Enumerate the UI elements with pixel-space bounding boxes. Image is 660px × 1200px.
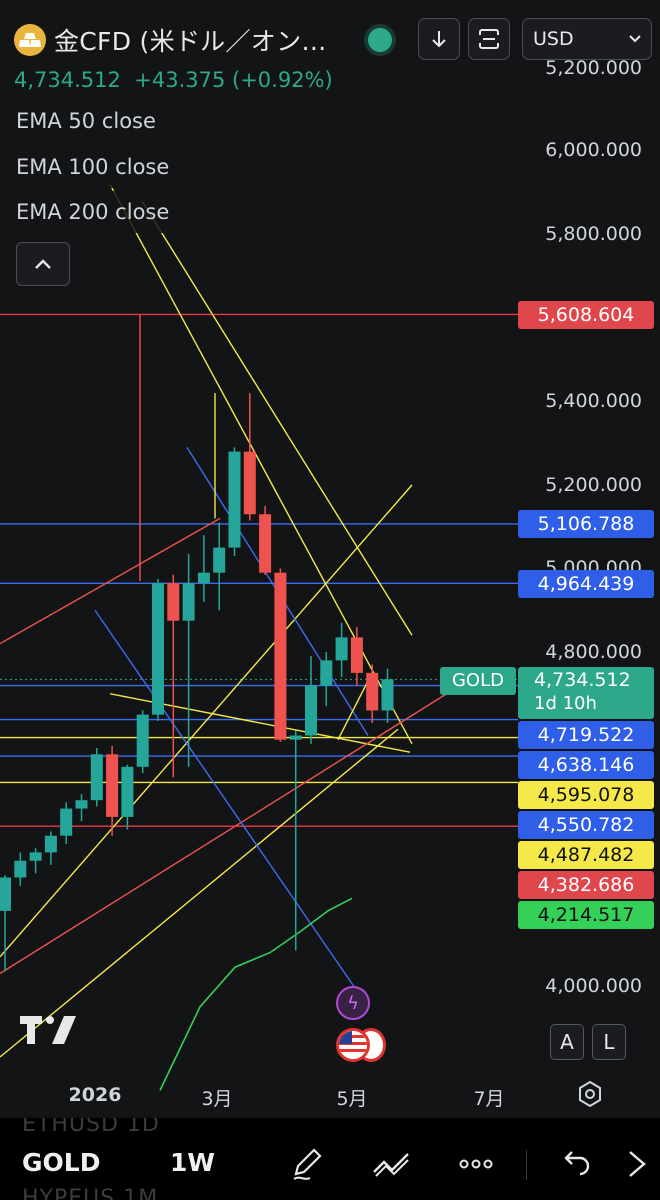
chart-area[interactable]: 金CFD (米ドル／オン… USD 4,734.512 +43.375 (+0.… [0, 0, 660, 1118]
candle-body [213, 547, 226, 573]
legend-ema-100[interactable]: EMA 100 close [0, 146, 186, 188]
candle-body [197, 572, 210, 584]
candle-body [29, 852, 42, 861]
candle-body [0, 877, 11, 911]
watchlist-row-behind: ETHUSD 1D [22, 1118, 160, 1137]
x-tick-label: 7月 [473, 1088, 505, 1110]
candle-body [228, 451, 241, 548]
undo-icon[interactable] [556, 1146, 596, 1182]
watchlist-row-behind: HYPEUS 1M [22, 1186, 159, 1200]
currency-select[interactable]: USD [522, 18, 652, 60]
price-change-pct: (+0.92%) [232, 68, 333, 92]
candle-body [305, 685, 317, 736]
level-label-5608[interactable]: 5,608.604 [518, 301, 654, 329]
candle-body [289, 735, 302, 740]
symbol-title: 金CFD (米ドル／オン… [54, 27, 327, 56]
symbol-price-tag: GOLD [440, 667, 516, 695]
candle-body [167, 583, 180, 621]
y-tick-label: 6,000.000 [545, 139, 642, 161]
market-open-indicator [368, 28, 392, 52]
price-summary: 4,734.512 +43.375 (+0.92%) [14, 68, 333, 92]
candle-body [75, 800, 88, 809]
candle-body [106, 754, 119, 817]
chevron-down-icon [629, 35, 641, 43]
legend-ema-50[interactable]: EMA 50 close [0, 100, 172, 142]
tradingview-logo [20, 1016, 76, 1044]
candle-body [320, 660, 333, 686]
flash-event-icon[interactable]: ϟ [336, 986, 370, 1020]
log-scale-button[interactable]: L [592, 1024, 626, 1060]
chart-pattern-icon[interactable] [372, 1146, 412, 1182]
interval-button[interactable]: 1W [170, 1148, 215, 1177]
candle-body [366, 672, 379, 711]
last-price: 4,734.512 [14, 68, 121, 92]
ema-line [159, 897, 353, 1091]
level-label-4595[interactable]: 4,595.078 [518, 781, 654, 809]
trend-line [0, 484, 413, 958]
x-tick-label: 5月 [336, 1088, 368, 1110]
level-label-4719[interactable]: 4,719.522 [518, 721, 654, 749]
price-change: +43.375 [134, 68, 226, 92]
y-tick-label: 5,800.000 [545, 223, 642, 245]
candle-body [60, 808, 73, 836]
legend-ema-200[interactable]: EMA 200 close [0, 191, 186, 233]
trend-line [94, 609, 369, 1008]
candle-body [44, 835, 57, 853]
chart-settings-icon[interactable] [576, 1080, 604, 1108]
candle-body [152, 583, 164, 715]
x-tick-label: 2026 [68, 1084, 122, 1106]
trend-line [0, 728, 399, 1058]
fullscreen-button[interactable] [468, 18, 510, 60]
us-flag-icon[interactable] [336, 1028, 370, 1062]
bottom-symbol-button[interactable]: GOLD [22, 1148, 101, 1177]
candle-body [350, 637, 363, 673]
chevron-up-icon [35, 259, 51, 269]
candle-body [335, 637, 348, 661]
candle-body [274, 572, 287, 740]
last-price-value: 4,734.512 [534, 669, 631, 691]
level-label-4487[interactable]: 4,487.482 [518, 841, 654, 869]
panel-toggle-icon[interactable] [622, 1146, 660, 1182]
level-label-4964[interactable]: 4,964.439 [518, 570, 654, 598]
toolbar-divider [526, 1150, 527, 1180]
candle-body [121, 766, 134, 817]
collapse-legend-button[interactable] [16, 242, 70, 286]
last-price-box[interactable]: 4,734.512 1d 10h [518, 667, 654, 719]
trend-line [337, 676, 371, 740]
arrow-down-icon [432, 31, 446, 48]
level-label-4638[interactable]: 4,638.146 [518, 751, 654, 779]
gold-bars-icon [14, 24, 46, 56]
trend-line [0, 684, 461, 975]
trend-line [141, 200, 413, 636]
y-tick-label: 5,200.000 [545, 474, 642, 496]
y-tick-label: 4,000.000 [545, 975, 642, 997]
x-tick-label: 3月 [201, 1088, 233, 1110]
candle-body [14, 860, 27, 878]
price-chart[interactable] [0, 0, 660, 1118]
bottom-toolbar: ETHUSD 1D HYPEUS 1M GOLD 1W [0, 1118, 660, 1200]
candle-body [182, 583, 195, 621]
fullscreen-icon [479, 29, 499, 49]
currency-value: USD [533, 28, 574, 50]
y-tick-label: 5,200.000 [545, 57, 642, 79]
candle-body [381, 679, 394, 711]
level-label-4214[interactable]: 4,214.517 [518, 901, 654, 929]
level-label-5106[interactable]: 5,106.788 [518, 510, 654, 538]
download-button[interactable] [418, 18, 460, 60]
y-tick-label: 5,400.000 [545, 390, 642, 412]
level-label-4550[interactable]: 4,550.782 [518, 811, 654, 839]
symbol-selector[interactable]: 金CFD (米ドル／オン… [0, 14, 360, 66]
candle-body [243, 451, 256, 515]
more-options-icon[interactable] [456, 1146, 496, 1182]
trend-line [0, 517, 221, 645]
auto-scale-button[interactable]: A [550, 1024, 584, 1060]
candle-body [136, 714, 149, 767]
y-tick-label: 4,800.000 [545, 641, 642, 663]
candle-body [90, 754, 103, 801]
level-label-4382[interactable]: 4,382.686 [518, 871, 654, 899]
bar-countdown: 1d 10h [534, 693, 597, 714]
pen-drawing-icon[interactable] [290, 1146, 330, 1182]
candle-body [259, 514, 272, 573]
